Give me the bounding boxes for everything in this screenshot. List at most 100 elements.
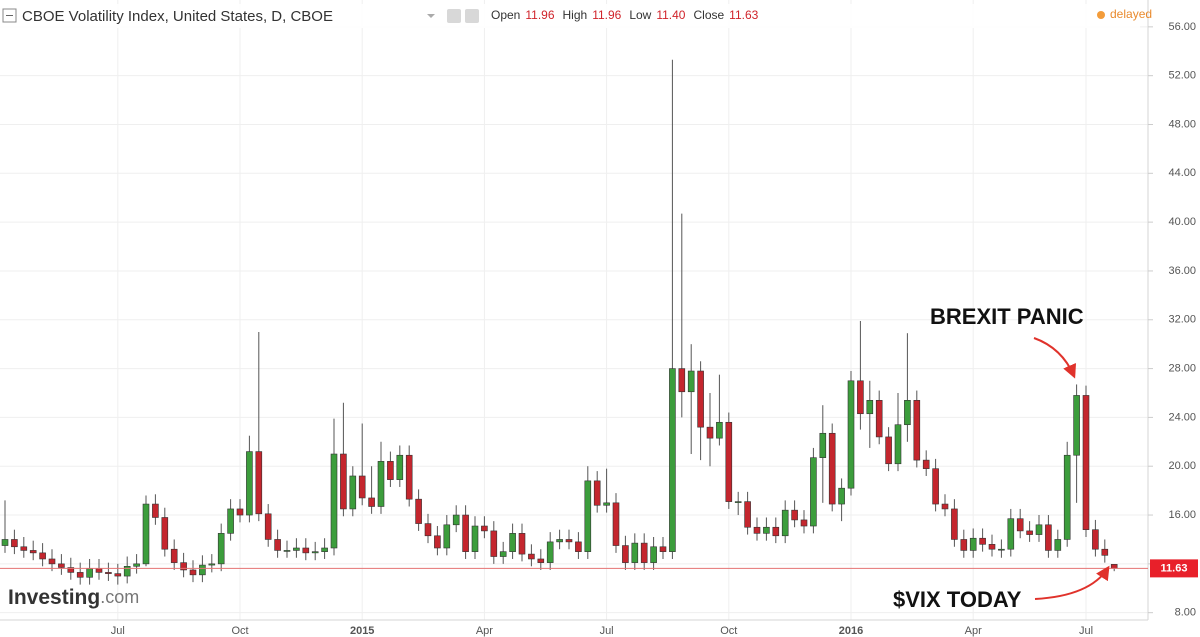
y-tick-label: 56.00	[1168, 21, 1196, 33]
candle-body	[152, 503, 159, 518]
candle-body	[791, 509, 798, 521]
header-bg	[0, 4, 1140, 28]
candle-body	[678, 368, 686, 393]
candle-body	[1054, 539, 1062, 551]
candle-body	[490, 530, 498, 557]
candle-body	[302, 547, 310, 554]
candle-body	[922, 459, 930, 469]
candle-body	[857, 380, 864, 415]
candle-body	[405, 454, 413, 500]
candle-body	[1082, 395, 1090, 530]
candle-body	[199, 564, 206, 576]
candle-body	[246, 451, 253, 516]
y-tick-label: 16.00	[1168, 509, 1196, 521]
y-tick-label: 36.00	[1168, 265, 1196, 277]
candle-body	[227, 508, 234, 534]
candle-body	[29, 550, 37, 554]
labels: 8.0012.0016.0020.0024.0028.0032.0036.004…	[0, 21, 1198, 637]
candle-body	[847, 380, 855, 489]
candle-body	[951, 508, 958, 540]
y-tick-label: 52.00	[1168, 70, 1196, 82]
x-tick-label: Jul	[600, 625, 614, 637]
x-tick-label: Oct	[231, 625, 248, 637]
candle-body	[1026, 530, 1033, 535]
settings-button[interactable]	[447, 9, 461, 23]
candle-body	[800, 519, 808, 527]
y-tick-label: 40.00	[1168, 216, 1196, 228]
candle-body	[556, 539, 563, 543]
candle-body	[659, 546, 667, 552]
candle-body	[941, 503, 949, 510]
candle-body	[546, 541, 554, 563]
ohlc-value: 11.63	[729, 8, 758, 22]
candle-body	[697, 370, 704, 428]
candle-body	[340, 453, 347, 510]
candle-body	[744, 501, 751, 528]
ohlc-legend: Open 11.96 High 11.96 Low 11.40 Close 11.63	[491, 8, 759, 22]
y-tick-label: 28.00	[1168, 362, 1196, 374]
candle-body	[142, 503, 150, 565]
annotation: $VIX TODAY	[893, 587, 1022, 612]
candle-body	[236, 508, 244, 516]
dropdown-icon[interactable]	[427, 14, 435, 18]
candle-body	[716, 421, 723, 439]
candle-body	[321, 547, 328, 552]
candle-body	[443, 524, 451, 549]
candle-body	[612, 502, 620, 546]
y-tick-label: 24.00	[1168, 411, 1196, 423]
status-dot	[1097, 11, 1105, 19]
candle-body	[1045, 524, 1052, 551]
candle-body	[208, 563, 216, 566]
candle-body	[170, 548, 178, 563]
candle-body	[330, 453, 338, 549]
candle-body	[979, 537, 986, 545]
candle-body	[462, 514, 469, 552]
candle-body	[180, 562, 187, 571]
candle-body	[311, 551, 319, 554]
candle-body	[123, 565, 131, 577]
candle-body	[499, 551, 507, 557]
candle-body	[603, 502, 610, 506]
candle-body	[988, 544, 996, 550]
candle-body	[11, 539, 18, 548]
chart-title: CBOE Volatility Index, United States, D,…	[22, 8, 333, 25]
candle-body	[1110, 564, 1118, 569]
candle-body	[819, 432, 827, 458]
candle-body	[1063, 454, 1071, 540]
candle-body	[1035, 524, 1043, 535]
candle-body	[518, 533, 526, 555]
candle-body	[1073, 395, 1080, 456]
ohlc-label: Open	[491, 8, 520, 22]
candle-body	[1, 539, 9, 546]
candle-body	[368, 497, 375, 507]
candle-body	[828, 432, 836, 505]
candle-body	[133, 563, 140, 567]
logo-name: Investing	[8, 586, 100, 609]
candle-body	[772, 526, 780, 537]
refresh-button[interactable]	[465, 9, 479, 23]
candle-body	[1101, 548, 1109, 556]
candle-body	[20, 546, 28, 551]
candle-body	[631, 542, 639, 563]
candle-body	[1016, 518, 1024, 532]
candle-body	[1092, 529, 1099, 550]
candle-body	[415, 498, 422, 524]
candle-body	[274, 539, 281, 551]
candle-body	[640, 542, 648, 563]
ohlc-label: Close	[693, 8, 724, 22]
candle-body	[866, 400, 874, 415]
candle-body	[349, 475, 357, 510]
candle-body	[838, 487, 845, 505]
candle-body	[687, 370, 695, 393]
candle-body	[669, 368, 676, 552]
status: delayed	[1110, 7, 1152, 21]
candle-body	[58, 563, 65, 568]
candle-body	[810, 457, 817, 527]
candle-body	[95, 568, 103, 573]
y-tick-label: 48.00	[1168, 118, 1196, 130]
ohlc-label: High	[563, 8, 588, 22]
candle-body	[434, 535, 441, 549]
y-tick-label: 8.00	[1175, 607, 1196, 619]
x-tick-label: 2015	[350, 625, 374, 637]
